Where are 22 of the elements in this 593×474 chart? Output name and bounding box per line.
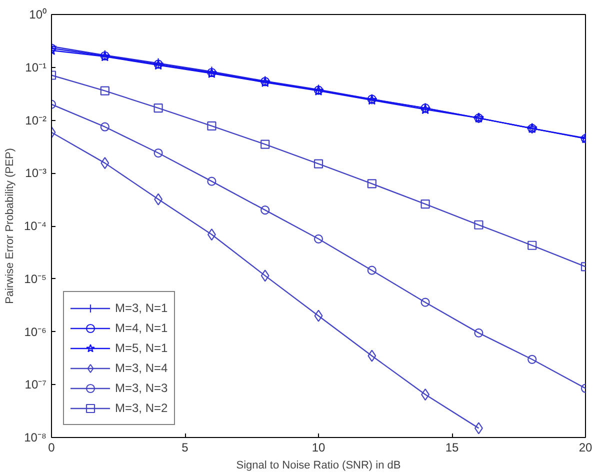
legend-label: M=3, N=1 bbox=[115, 301, 168, 315]
y-tick-label: 10⁻⁷ bbox=[24, 378, 47, 392]
y-tick-label: 10⁻⁶ bbox=[24, 324, 47, 339]
x-tick-label: 5 bbox=[182, 440, 189, 454]
y-tick-label: 10⁰ bbox=[29, 8, 47, 22]
y-tick-label: 10⁻² bbox=[25, 113, 47, 128]
legend-label: M=3, N=4 bbox=[115, 361, 168, 375]
legend-label: M=4, N=1 bbox=[115, 321, 168, 335]
y-tick-label: 10⁻¹ bbox=[25, 60, 47, 74]
y-tick-label: 10⁻⁸ bbox=[24, 430, 47, 444]
x-tick-label: 10 bbox=[312, 440, 326, 454]
y-tick-label: 10⁻⁴ bbox=[24, 219, 47, 233]
legend-label: M=3, N=2 bbox=[115, 401, 168, 415]
x-tick-label: 15 bbox=[445, 440, 459, 454]
legend-label: M=3, N=3 bbox=[115, 381, 168, 395]
x-tick-label: 20 bbox=[578, 440, 592, 454]
y-tick-label: 10⁻³ bbox=[25, 166, 47, 180]
y-tick-label: 10⁻⁵ bbox=[24, 272, 47, 286]
legend-label: M=5, N=1 bbox=[115, 341, 168, 355]
x-axis-title: Signal to Noise Ratio (SNR) in dB bbox=[236, 460, 401, 472]
y-axis-title: Pairwise Error Probability (PEP) bbox=[4, 148, 16, 304]
x-tick-label: 0 bbox=[48, 440, 56, 454]
